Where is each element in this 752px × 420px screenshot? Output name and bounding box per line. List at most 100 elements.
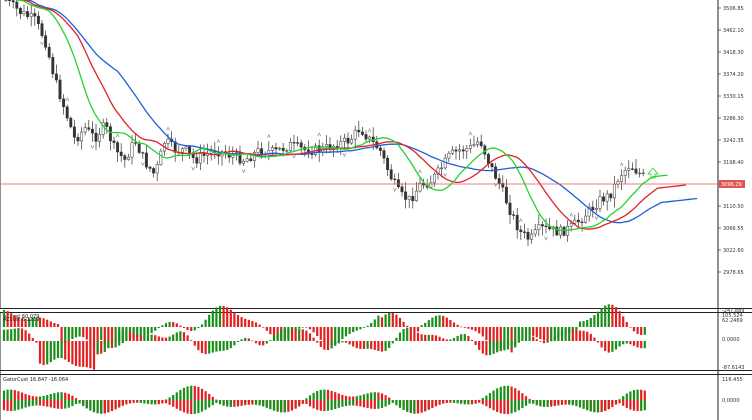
- candle-bullish: [231, 155, 235, 158]
- candle-bearish: [36, 15, 40, 24]
- histogram-bar: [154, 335, 157, 341]
- histogram-bar: [452, 338, 456, 341]
- histogram-bar: [244, 318, 247, 327]
- histogram-bar: [409, 400, 412, 414]
- histogram-bar: [445, 400, 448, 404]
- histogram-bar: [244, 400, 247, 406]
- histogram-bar: [13, 390, 16, 400]
- panel-2-scale-zero: 0.0000: [722, 337, 740, 343]
- histogram-bar: [398, 317, 402, 327]
- histogram-bar: [74, 398, 78, 400]
- histogram-bar: [146, 327, 150, 335]
- price-tick-label: 3286.30: [723, 116, 744, 122]
- histogram-bar: [359, 395, 362, 400]
- histogram-bar: [168, 397, 171, 400]
- histogram-bar: [28, 395, 31, 400]
- candle-bearish: [137, 142, 141, 153]
- histogram-bar: [164, 323, 168, 327]
- histogram-bar: [71, 395, 74, 400]
- candle-bullish: [598, 196, 602, 209]
- histogram-bar: [348, 400, 351, 406]
- histogram-bar: [452, 322, 456, 327]
- fractal-down-icon: [40, 41, 44, 46]
- candle-bullish: [98, 134, 102, 142]
- ac-oscillator-panel-1[interactable]: ACcust 60.079 105.524 -247.889: [2, 304, 745, 355]
- candle-bullish: [285, 150, 289, 152]
- histogram-bar: [31, 317, 34, 327]
- histogram-bar: [56, 323, 60, 327]
- histogram-bar: [395, 337, 398, 341]
- histogram-bar: [496, 341, 499, 353]
- histogram-bar: [215, 341, 218, 352]
- histogram-bar: [625, 322, 628, 327]
- histogram-bar: [182, 327, 186, 329]
- histogram-bar: [254, 322, 258, 327]
- candle-bearish: [364, 134, 368, 140]
- candle-bullish: [184, 146, 188, 149]
- histogram-bar: [380, 393, 384, 400]
- histogram-bar: [481, 341, 484, 354]
- histogram-bar: [542, 341, 546, 344]
- price-tick-label: 3418.30: [723, 50, 744, 56]
- histogram-bar: [200, 341, 204, 354]
- histogram-bar: [420, 325, 423, 327]
- histogram-bar: [74, 327, 78, 338]
- gator-panel[interactable]: GatorCust 16.847 -16.064 116.455 0.0000: [2, 377, 743, 415]
- candle-bearish: [58, 79, 62, 100]
- histogram-bar: [265, 400, 268, 408]
- histogram-bar: [362, 400, 366, 408]
- histogram-bar: [53, 341, 56, 360]
- histogram-bar: [614, 400, 618, 405]
- candle-bearish: [51, 57, 55, 75]
- histogram-bar: [236, 315, 240, 327]
- histogram-bar: [550, 400, 553, 407]
- histogram-bar: [467, 400, 470, 405]
- histogram-bar: [377, 315, 380, 327]
- histogram-bar: [575, 330, 578, 341]
- histogram-bar: [46, 341, 49, 365]
- histogram-bar: [316, 400, 319, 410]
- histogram-bar: [395, 400, 398, 406]
- histogram-bar: [532, 327, 535, 336]
- histogram-bar: [49, 394, 52, 400]
- histogram-bar: [2, 309, 6, 327]
- histogram-bar: [388, 397, 391, 400]
- histogram-bar: [632, 400, 636, 411]
- histogram-bar: [402, 321, 405, 327]
- histogram-bar: [420, 334, 423, 341]
- histogram-bar: [582, 330, 585, 341]
- histogram-bar: [236, 341, 240, 343]
- histogram-bar: [193, 385, 196, 400]
- histogram-bar: [380, 341, 384, 352]
- histogram-bar: [542, 400, 546, 407]
- histogram-bar: [337, 327, 340, 342]
- histogram-bar: [384, 395, 387, 400]
- ac-oscillator-panel-2[interactable]: ACcust 6.1219 62.2469 0.0000 -87.6143: [2, 317, 745, 371]
- histogram-bar: [474, 327, 477, 332]
- candle-bearish: [382, 150, 386, 159]
- histogram-bar: [254, 341, 258, 344]
- histogram-bar: [208, 314, 211, 327]
- histogram-bar: [240, 339, 243, 341]
- histogram-bar: [64, 341, 67, 360]
- histogram-bar: [460, 334, 463, 341]
- histogram-bar: [168, 400, 171, 405]
- candle-bearish: [591, 206, 595, 211]
- histogram-bar: [506, 327, 510, 346]
- histogram-bar: [100, 341, 103, 354]
- histogram-bar: [305, 400, 308, 405]
- candle-bearish: [346, 137, 350, 144]
- histogram-bar: [326, 327, 330, 345]
- price-tick-label: 2978.65: [723, 270, 744, 276]
- histogram-bar: [427, 400, 430, 410]
- histogram-bar: [460, 400, 463, 404]
- histogram-bar: [409, 328, 412, 341]
- candle-bullish: [29, 13, 33, 17]
- candle-bearish: [602, 196, 606, 202]
- histogram-bar: [510, 400, 513, 414]
- histogram-bar: [143, 335, 146, 341]
- candle-bullish: [468, 144, 472, 149]
- histogram-bar: [110, 341, 114, 343]
- histogram-bar: [445, 339, 448, 341]
